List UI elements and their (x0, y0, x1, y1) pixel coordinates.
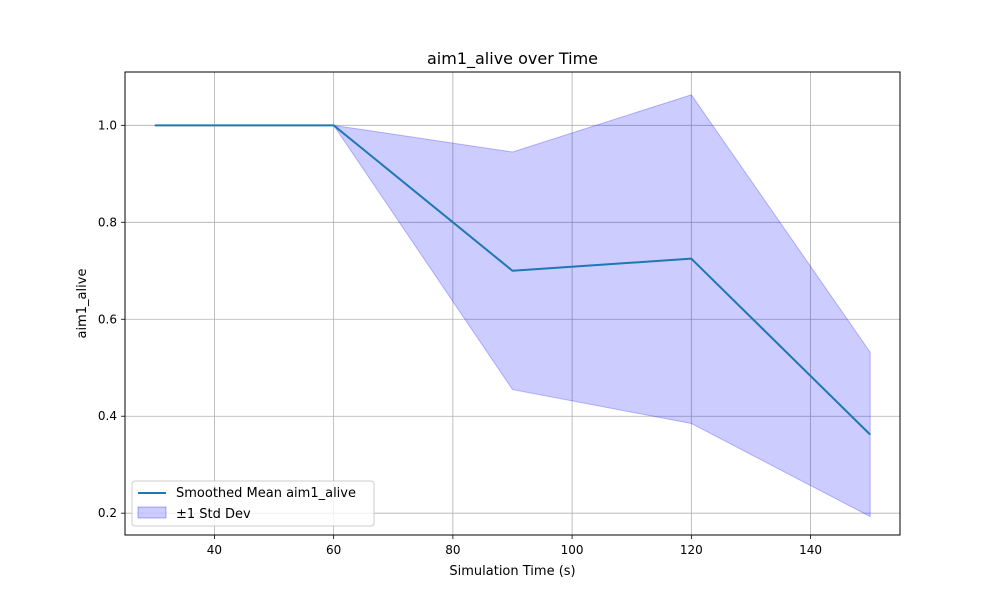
x-axis-label: Simulation Time (s) (449, 564, 575, 579)
x-tick-label: 140 (799, 543, 822, 557)
legend-label-mean: Smoothed Mean aim1_alive (176, 486, 356, 501)
x-tick-label: 60 (326, 543, 341, 557)
y-tick-label: 1.0 (98, 118, 117, 132)
y-tick-label: 0.6 (98, 312, 117, 326)
y-tick-label: 0.8 (98, 215, 117, 229)
y-axis-label: aim1_alive (75, 269, 90, 339)
legend-band-swatch (137, 506, 167, 519)
ticks: 40 60 80 100 120 140 0.2 0.4 0.6 0.8 1.0 (98, 118, 822, 557)
x-tick-label: 120 (680, 543, 703, 557)
x-tick-label: 80 (445, 543, 460, 557)
x-tick-label: 100 (561, 543, 584, 557)
y-tick-label: 0.2 (98, 506, 117, 520)
legend-box (131, 480, 375, 527)
y-tick-label: 0.4 (98, 409, 117, 423)
chart-title: aim1_alive over Time (427, 49, 598, 69)
legend: Smoothed Mean aim1_alive ±1 Std Dev (131, 480, 375, 527)
grid (125, 72, 900, 535)
plot-area-frame (124, 71, 901, 536)
series-line-mean (154, 124, 871, 436)
legend-label-std: ±1 Std Dev (176, 507, 251, 522)
x-tick-label: 40 (207, 543, 222, 557)
series-layer (154, 124, 871, 436)
